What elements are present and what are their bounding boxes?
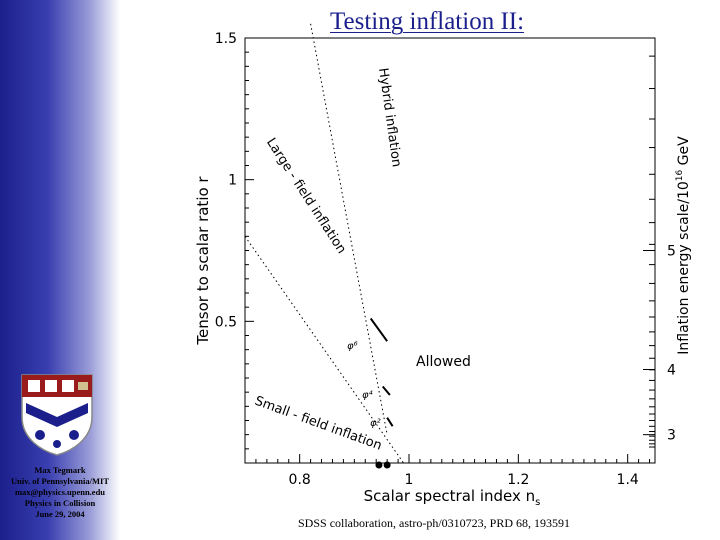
- sidebar: Max Tegmark Univ. of Pennsylvania/MIT ma…: [0, 0, 120, 540]
- phi6-prediction: [369, 317, 388, 342]
- phi6-label: φ⁶: [347, 341, 358, 352]
- hybrid-inflation-label: Hybrid inflation: [375, 67, 404, 168]
- conference-date: June 29, 2004: [35, 509, 85, 519]
- phi2-label: φ²: [370, 418, 381, 429]
- phi4-prediction: [381, 385, 391, 396]
- x-axis-label-subscript: s: [535, 497, 540, 508]
- x-tick-label: 1.2: [507, 472, 529, 488]
- large-small-boundary: [244, 236, 404, 464]
- right-axis-label: Inflation energy scale/1016 GeV: [675, 136, 692, 355]
- right-tick-label: 5: [667, 244, 676, 260]
- author-email: max@physics.upenn.edu: [14, 487, 106, 497]
- author-info: Max Tegmark Univ. of Pennsylvania/MIT ma…: [0, 465, 120, 520]
- right-tick-label: 4: [667, 363, 676, 379]
- plot-frame: [244, 37, 656, 464]
- data-point: [383, 461, 391, 469]
- y-tick-label: 0.5: [215, 314, 237, 330]
- right-axis-label-unit: GeV: [676, 136, 692, 170]
- x-tick-label: 1.4: [617, 472, 639, 488]
- x-tick-label: 1: [405, 472, 414, 488]
- right-tick-label: 3: [667, 428, 676, 444]
- large-field-inflation-label: Large - field inflation: [263, 136, 349, 257]
- x-axis-label: Scalar spectral index ns: [364, 487, 541, 508]
- y-tick-label: 1.5: [215, 31, 237, 47]
- allowed-region-label: Allowed: [416, 354, 471, 370]
- slide-title: Testing inflation II:: [330, 8, 525, 35]
- x-tick-label: 0.8: [289, 472, 311, 488]
- author-name: Max Tegmark: [34, 465, 86, 475]
- y-axis-label: Tensor to scalar ratio r: [194, 176, 212, 346]
- phi4-label: φ⁴: [362, 389, 373, 401]
- right-axis-label-exponent: 16: [675, 169, 685, 181]
- conference-name: Physics in Collision: [24, 498, 96, 508]
- citation: SDSS collaboration, astro-ph/0310723, PR…: [298, 516, 570, 530]
- data-point: [375, 461, 383, 469]
- author-affiliation: Univ. of Pennsylvania/MIT: [10, 476, 109, 486]
- small-field-inflation-label: Small - field inflation: [253, 394, 384, 454]
- university-shield-logo: [21, 374, 93, 456]
- phi2-prediction: [386, 417, 394, 427]
- y-tick-label: 1: [228, 173, 237, 189]
